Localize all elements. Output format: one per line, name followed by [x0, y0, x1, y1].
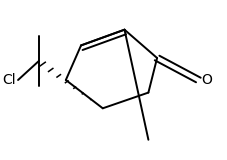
Text: Cl: Cl: [3, 73, 16, 87]
Text: O: O: [201, 73, 212, 87]
